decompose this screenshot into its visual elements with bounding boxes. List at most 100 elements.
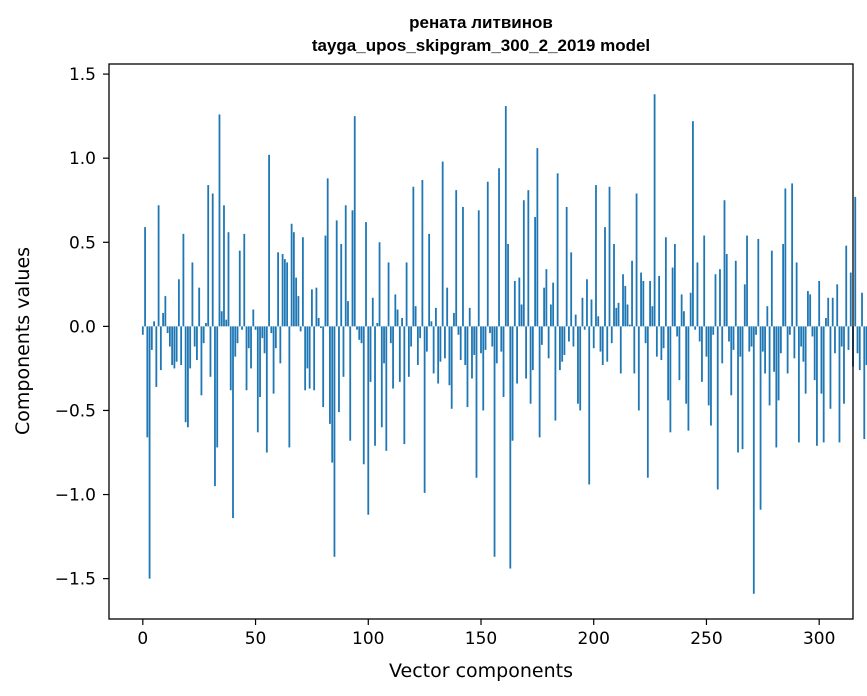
bar xyxy=(642,280,645,327)
bar xyxy=(453,312,455,327)
bar xyxy=(707,326,710,406)
bar xyxy=(457,326,460,335)
bar xyxy=(349,326,352,441)
bar xyxy=(644,326,647,344)
bar xyxy=(432,326,435,374)
bar xyxy=(214,326,216,487)
y-axis-ticks: 1.5 1.0 0.5 0.0 −0.5 −1.0 −1.5 xyxy=(55,65,109,590)
bar xyxy=(277,252,279,327)
bar xyxy=(664,237,667,327)
bar xyxy=(385,326,388,451)
bar xyxy=(570,252,573,327)
bar xyxy=(168,326,171,347)
bar xyxy=(141,326,144,335)
bar xyxy=(536,148,539,327)
bar xyxy=(340,243,343,327)
bar xyxy=(712,326,715,335)
bar xyxy=(144,227,146,327)
bar xyxy=(617,302,620,327)
bar xyxy=(746,235,748,327)
bar xyxy=(540,326,543,345)
bar xyxy=(374,326,376,446)
bar xyxy=(716,326,719,490)
bar xyxy=(164,296,167,327)
bar xyxy=(534,217,537,327)
bar xyxy=(344,205,347,327)
bar xyxy=(834,326,836,354)
bar xyxy=(703,235,706,327)
bar xyxy=(757,238,760,327)
bar xyxy=(216,326,219,448)
bar xyxy=(317,317,320,327)
bar xyxy=(683,311,685,327)
bar xyxy=(696,262,699,327)
bar xyxy=(549,304,552,327)
bar xyxy=(376,323,379,327)
bar xyxy=(263,326,266,354)
bar xyxy=(356,326,358,330)
bar xyxy=(281,254,284,327)
bar xyxy=(491,326,494,347)
bar xyxy=(441,161,444,327)
bar xyxy=(725,254,728,327)
bar xyxy=(159,326,162,371)
bar xyxy=(531,326,534,371)
chart-title-line-1: рената литвинов xyxy=(409,13,553,32)
bar xyxy=(795,262,798,327)
bar xyxy=(459,326,462,360)
bar xyxy=(189,326,192,369)
bar xyxy=(166,326,169,334)
bar xyxy=(511,326,514,441)
bar xyxy=(162,312,165,327)
bar xyxy=(653,94,656,327)
bar xyxy=(482,326,485,411)
bar xyxy=(770,250,773,327)
bar xyxy=(710,326,712,426)
bar xyxy=(775,326,778,448)
bar xyxy=(637,326,640,411)
bar xyxy=(308,326,311,389)
bar xyxy=(198,287,201,327)
bar xyxy=(444,326,446,359)
bar xyxy=(667,326,670,401)
bar xyxy=(211,193,214,327)
bar xyxy=(371,297,374,327)
bar xyxy=(595,185,597,327)
bar xyxy=(525,326,527,379)
bar xyxy=(236,326,239,344)
bar xyxy=(295,277,298,327)
bar xyxy=(522,200,525,327)
bar xyxy=(797,326,800,443)
bar xyxy=(761,326,764,352)
bar xyxy=(678,326,681,381)
bar xyxy=(405,262,408,327)
bar xyxy=(543,287,546,327)
bar xyxy=(261,326,264,339)
bar xyxy=(784,188,787,327)
bar xyxy=(698,326,701,342)
bar xyxy=(220,311,223,327)
bar xyxy=(865,326,867,366)
bar xyxy=(464,326,467,366)
bar xyxy=(265,326,268,453)
bar xyxy=(836,284,839,327)
bar xyxy=(500,326,503,352)
bar xyxy=(608,186,611,327)
bar xyxy=(392,326,394,389)
bar xyxy=(301,237,304,327)
x-tick-label: 250 xyxy=(690,629,722,649)
bar xyxy=(816,326,818,446)
bar xyxy=(394,294,397,327)
bar xyxy=(633,326,636,374)
bar xyxy=(153,321,155,327)
bar xyxy=(173,326,176,369)
bar xyxy=(651,306,654,327)
bar xyxy=(529,326,532,404)
bar xyxy=(473,326,476,355)
bar xyxy=(329,326,331,424)
y-tick-label: −0.5 xyxy=(55,401,96,421)
bar xyxy=(827,297,830,327)
bar xyxy=(238,250,241,327)
bar xyxy=(615,307,618,327)
bar xyxy=(800,326,803,347)
